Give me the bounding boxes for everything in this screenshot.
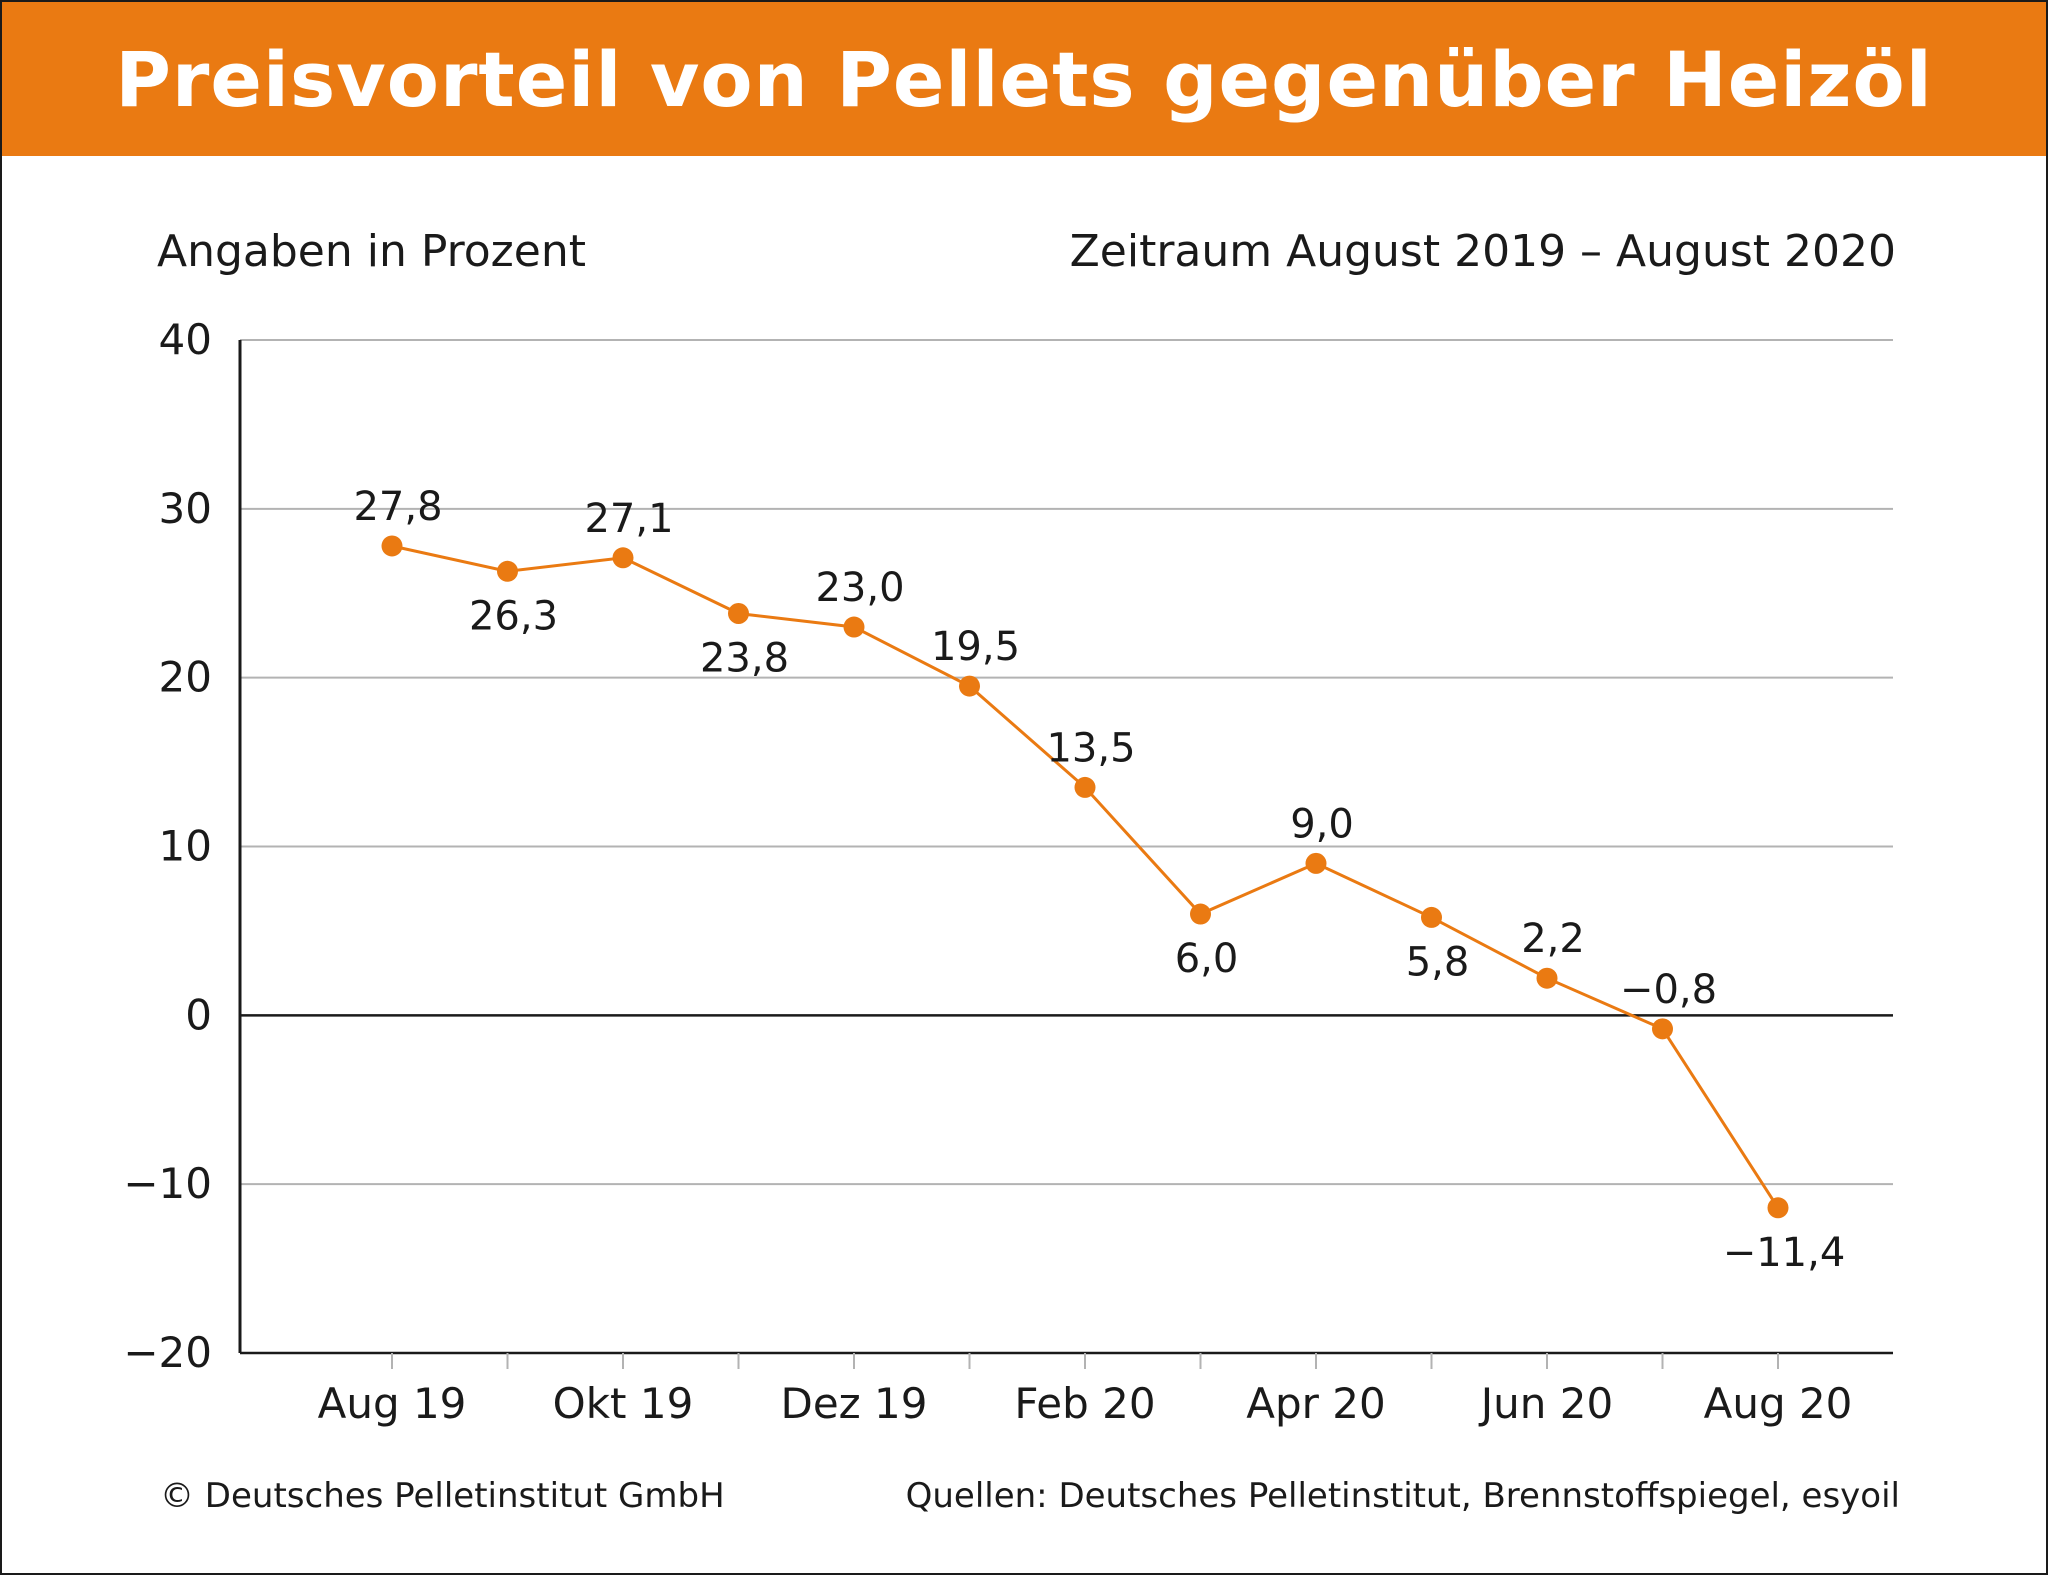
data-labels: 27,8 26,3 27,1 23,8 23,0 19,5 13,5 6,0 9,0 5,8 2,2… (353, 484, 1845, 1276)
data-label: 13,5 (1046, 725, 1135, 771)
data-label: 27,1 (584, 496, 673, 542)
data-point (1767, 1197, 1789, 1219)
data-point (381, 535, 403, 557)
x-tick-label: Okt 19 (553, 1379, 694, 1428)
data-point (1421, 906, 1442, 928)
y-tick-label: 30 (159, 484, 212, 533)
series-price-advantage (381, 535, 1789, 1219)
y-tick-label: −10 (123, 1159, 212, 1208)
y-tick-label: 20 (159, 653, 212, 702)
copyright-note: © Deutsches Pelletinstitut GmbH (160, 1476, 725, 1516)
x-tick-label: Jun 20 (1478, 1379, 1613, 1428)
y-tick-label: 40 (159, 315, 212, 364)
x-tick-label: Dez 19 (780, 1379, 927, 1428)
data-label: −11,4 (1723, 1230, 1846, 1276)
x-tick-label: Feb 20 (1014, 1379, 1155, 1428)
x-axis-ticks: Aug 19 Okt 19 Dez 19 Feb 20 Apr 20 Jun 20 Aug … (318, 1353, 1853, 1428)
data-point (1190, 903, 1211, 925)
data-point (1305, 852, 1327, 874)
data-label: 9,0 (1290, 801, 1354, 847)
series-line (391, 544, 1780, 1209)
data-point (1536, 967, 1558, 989)
chart-title: Preisvorteil von Pellets gegenüber Heizö… (115, 34, 1933, 124)
data-label: 2,2 (1521, 916, 1585, 962)
data-label: 26,3 (469, 593, 558, 639)
data-point (843, 616, 865, 638)
sources-note: Quellen: Deutsches Pelletinstitut, Brenn… (905, 1476, 1900, 1516)
data-point (959, 675, 980, 697)
y-tick-label: 10 (159, 822, 212, 871)
data-point (1652, 1018, 1673, 1040)
data-point (497, 560, 518, 582)
x-tick-label: Aug 19 (318, 1379, 467, 1428)
x-tick-label: Aug 20 (1704, 1379, 1853, 1428)
grid-lines (240, 339, 1893, 1355)
data-label: 27,8 (353, 484, 442, 530)
data-label: −0,8 (1620, 967, 1717, 1013)
data-point (728, 603, 749, 625)
data-label: 5,8 (1406, 939, 1470, 985)
data-point (612, 547, 634, 569)
y-tick-label: −20 (123, 1328, 212, 1377)
data-label: 23,8 (700, 636, 789, 682)
unit-label: Angaben in Prozent (157, 226, 586, 277)
data-label: 23,0 (815, 565, 904, 611)
data-label: 6,0 (1175, 936, 1239, 982)
y-axis-ticks: 40 30 20 10 0 −10 −20 (123, 315, 212, 1377)
data-label: 19,5 (931, 624, 1020, 670)
data-point (1074, 776, 1096, 798)
x-tick-label: Apr 20 (1246, 1379, 1385, 1428)
period-label: Zeitraum August 2019 – August 2020 (1069, 226, 1896, 277)
title-bar: Preisvorteil von Pellets gegenüber Heizö… (2, 2, 2046, 156)
y-tick-label: 0 (185, 990, 212, 1039)
